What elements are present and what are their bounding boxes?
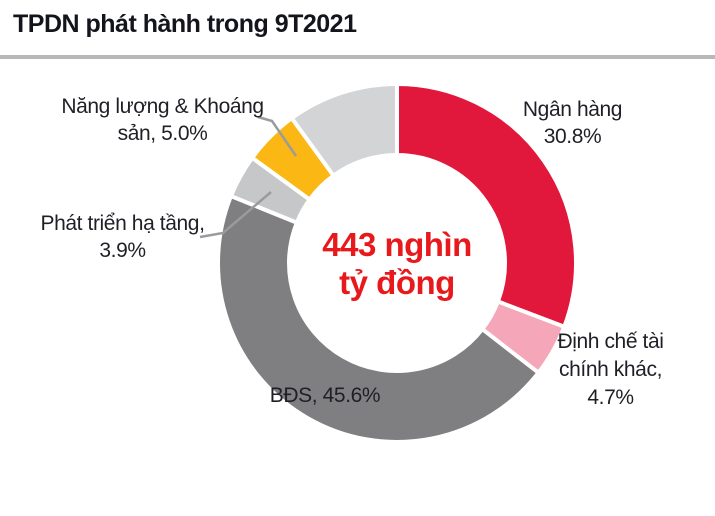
chart-title: TPDN phát hành trong 9T2021 <box>13 10 357 38</box>
leader-line-nang-luong <box>257 115 298 157</box>
donut-segments-layer <box>216 81 578 444</box>
callout-label-line: Phát triển hạ tầng, <box>40 212 205 235</box>
callout-label-phat-trien: Phát triển hạ tầng, 3.9% <box>25 210 220 264</box>
callout-label-line: 4.7% <box>587 386 634 409</box>
callout-label-line: Ngân hàng <box>522 98 623 121</box>
callout-label-line: BĐS, 45.6% <box>269 384 381 407</box>
callout-label-line: 3.9% <box>99 239 146 262</box>
callout-label-line: Năng lượng & Khoáng <box>61 95 264 118</box>
donut-segment-unlabeled <box>288 81 399 179</box>
callout-label-line: sản, 5.0% <box>117 122 208 145</box>
callout-label-nang-luong: Năng lượng & Khoáng sản, 5.0% <box>55 93 270 147</box>
donut-segment-bđs <box>216 193 542 444</box>
callout-label-dinh-che: Định chế tài chính khác, 4.7% <box>538 328 683 412</box>
center-total-line: 443 nghìn <box>322 226 472 263</box>
callout-label-line: Định chế tài <box>557 330 664 353</box>
title-divider-rule <box>0 55 715 59</box>
callout-label-ngan-hang: Ngân hàng 30.8% <box>495 96 650 150</box>
callout-label-bds: BĐS, 45.6% <box>250 382 400 409</box>
leader-line-phat-trien <box>199 191 272 239</box>
callout-label-line: 30.8% <box>543 125 602 148</box>
callout-label-line: chính khác, <box>559 358 662 381</box>
center-total-line: tỷ đồng <box>339 264 455 301</box>
donut-center-total: 443 nghìn tỷ đồng <box>272 226 522 302</box>
leader-lines-layer <box>199 115 298 239</box>
donut-segment-ngân-hàng <box>395 81 578 330</box>
